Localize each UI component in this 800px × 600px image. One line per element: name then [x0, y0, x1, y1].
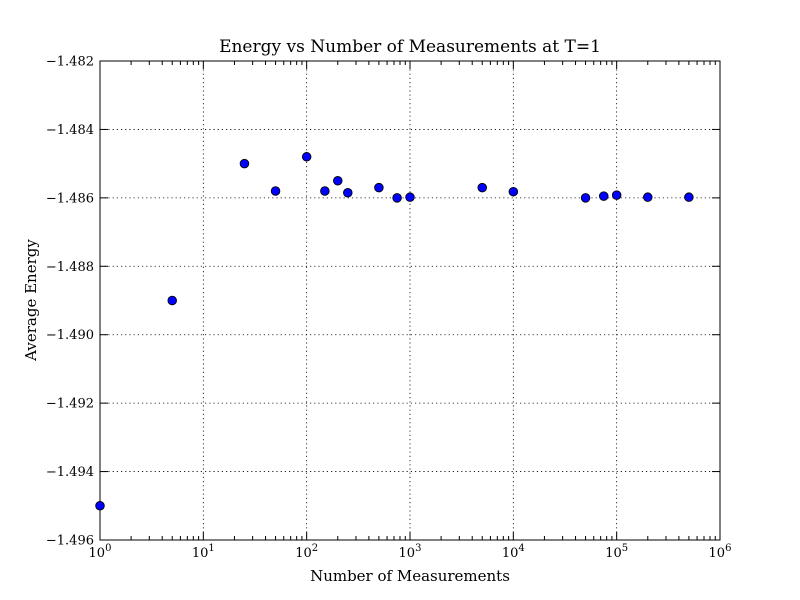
- chart-title: Energy vs Number of Measurements at T=1: [219, 37, 601, 57]
- data-point: [270, 186, 281, 196]
- x-axis: 100 101 102 103 104 105 106: [89, 61, 732, 561]
- data-points: [95, 152, 694, 511]
- data-point: [611, 190, 622, 200]
- data-point: [333, 175, 343, 186]
- data-point: [167, 295, 177, 306]
- data-point: [599, 191, 609, 201]
- data-point: [239, 158, 250, 169]
- data-point: [643, 192, 653, 202]
- y-tick-label: −1.488: [46, 260, 94, 275]
- grid-layer: [100, 61, 720, 540]
- x-tick-label: 100: [89, 543, 112, 561]
- data-point: [343, 187, 353, 198]
- data-point: [405, 192, 415, 202]
- y-tick-label: −1.490: [46, 328, 94, 343]
- data-point: [477, 182, 487, 193]
- y-tick-label: −1.484: [46, 123, 94, 138]
- x-tick-label: 104: [502, 543, 525, 561]
- y-axis: −1.496 −1.494 −1.492 −1.490 −1.488 −1.486 −1.4…: [46, 55, 720, 549]
- data-point: [684, 192, 694, 202]
- y-tick-label: −1.486: [46, 191, 94, 206]
- x-tick-label: 106: [709, 543, 732, 561]
- x-tick-label: 103: [399, 543, 422, 561]
- x-axis-label: Number of Measurements: [310, 567, 510, 585]
- data-point: [580, 193, 591, 203]
- y-tick-label: −1.496: [46, 534, 94, 549]
- x-tick-label: 101: [192, 543, 215, 561]
- x-tick-label: 105: [605, 543, 628, 561]
- data-point: [95, 501, 105, 511]
- x-tick-label: 102: [295, 543, 318, 561]
- y-axis-label: Average Energy: [22, 239, 40, 362]
- data-point: [392, 193, 402, 203]
- data-point: [320, 186, 330, 196]
- data-point: [508, 186, 519, 197]
- y-tick-label: −1.482: [46, 55, 94, 70]
- data-point: [301, 152, 312, 162]
- y-tick-label: −1.492: [46, 397, 94, 412]
- y-tick-label: −1.494: [46, 465, 94, 480]
- data-point: [374, 182, 384, 193]
